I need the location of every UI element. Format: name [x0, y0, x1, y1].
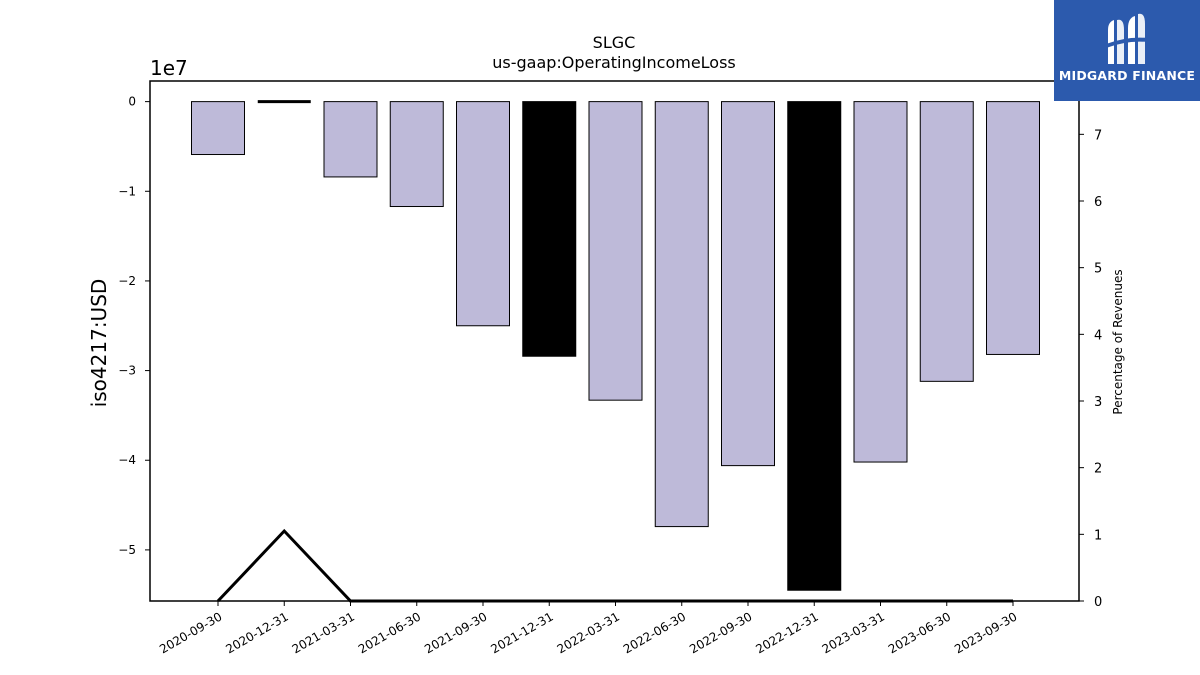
bar: [191, 101, 245, 156]
bar: [456, 101, 510, 327]
x-tick-label: 2022-09-30: [687, 609, 754, 656]
y2-axis-ticks: 0 1 2 3 4 5 6 7: [1079, 128, 1102, 610]
bar: [654, 101, 709, 528]
chart-subtitle: us-gaap:OperatingIncomeLoss: [492, 53, 736, 72]
y2-tick-label: 7: [1094, 128, 1102, 143]
bar: [787, 101, 842, 591]
percentage-line-group: [216, 528, 1013, 603]
y2-tick-label: 2: [1094, 462, 1102, 477]
x-tick-label: 2020-09-30: [157, 609, 224, 656]
bar: [919, 101, 974, 382]
percentage-line: [216, 528, 1013, 603]
bar: [588, 101, 643, 401]
bar: [721, 101, 775, 467]
x-tick-label: 2023-03-31: [820, 609, 887, 656]
x-tick-label: 2022-03-31: [555, 609, 622, 656]
y2-tick-label: 4: [1094, 328, 1102, 343]
y-tick-label: −1: [118, 184, 136, 198]
bar: [522, 101, 577, 357]
y-tick-label: −4: [118, 453, 136, 467]
bar: [986, 101, 1040, 355]
bar: [853, 101, 908, 463]
y2-tick-label: 5: [1094, 262, 1102, 277]
y-axis-ticks: 0 −1 −2 −3 −4 −5: [118, 95, 150, 557]
plot-frame: [149, 80, 1080, 602]
bars-group: [191, 100, 1040, 591]
bar: [323, 101, 378, 178]
brand-logo-text: MIDGARD FINANCE: [1058, 68, 1196, 83]
x-tick-label: 2022-06-30: [621, 609, 688, 656]
x-tick-label: 2023-09-30: [952, 609, 1019, 656]
x-tick-label: 2021-06-30: [356, 609, 423, 656]
y-tick-label: −3: [118, 364, 136, 378]
x-axis-ticks: 2020-09-302020-12-312021-03-312021-06-30…: [157, 601, 1020, 656]
x-tick-label: 2022-12-31: [753, 609, 820, 656]
x-tick-label: 2020-12-31: [223, 609, 290, 656]
x-tick-label: 2023-06-30: [886, 609, 953, 656]
bar: [389, 101, 444, 208]
brand-logo: MIDGARD FINANCE: [1054, 0, 1200, 101]
x-tick-label: 2021-09-30: [422, 609, 489, 656]
y-tick-label: 0: [128, 95, 136, 109]
x-tick-label: 2021-12-31: [488, 609, 555, 656]
y-axis-label: iso4217:USD: [87, 279, 111, 408]
y2-tick-label: 1: [1094, 528, 1102, 543]
midgard-logo-icon: [1106, 13, 1148, 64]
x-tick-label: 2021-03-31: [290, 609, 357, 656]
y-tick-label: −5: [118, 543, 136, 557]
y2-tick-label: 3: [1094, 395, 1102, 410]
y2-tick-label: 0: [1094, 595, 1102, 610]
y2-tick-label: 6: [1094, 195, 1102, 210]
y-tick-label: −2: [118, 274, 136, 288]
chart-title: SLGC: [593, 33, 636, 52]
y2-axis-label: Percentage of Revenues: [1111, 269, 1125, 414]
y-offset-label: 1e7: [150, 56, 188, 80]
